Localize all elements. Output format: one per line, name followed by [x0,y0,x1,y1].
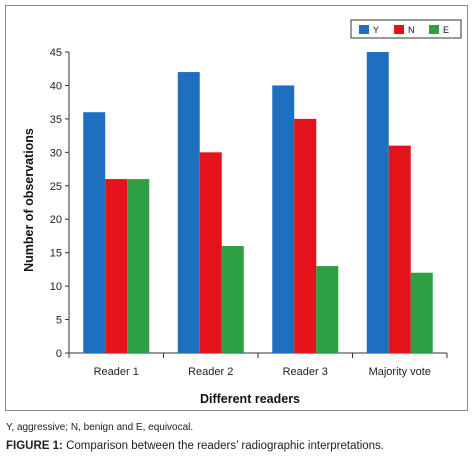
figure-caption: FIGURE 1: Comparison between the readers… [6,440,384,452]
y-tick-label: 20 [50,214,62,226]
y-tick-label: 35 [50,114,62,126]
bar-y-reader-2 [177,72,200,354]
x-tick-label: Majority vote [369,366,431,378]
bar-n-majority-vote [388,145,411,353]
x-tick-label: Reader 3 [283,366,328,378]
bar-n-reader-3 [294,118,317,353]
figure-caption-label: FIGURE 1: [6,440,63,452]
y-tick-label: 5 [56,315,62,327]
legend-label-y: Y [373,25,379,35]
bar-e-reader-2 [221,245,244,353]
y-tick-label: 30 [50,147,62,159]
bar-n-reader-1 [105,179,128,353]
legend-swatch-y [359,25,369,34]
bar-y-reader-1 [83,112,106,353]
chart-bars [83,52,433,354]
bar-y-reader-3 [272,85,295,353]
y-tick-label: 0 [56,348,62,360]
figure-note: Y, aggressive; N, benign and E, equivoca… [6,422,194,433]
bar-n-reader-2 [199,152,222,353]
y-tick-label: 45 [50,47,62,59]
y-axis-title: Number of observations [22,128,36,272]
bar-e-majority-vote [410,272,433,353]
x-tick-label: Reader 2 [188,366,233,378]
x-axis-title: Different readers [200,392,300,406]
y-tick-label: 25 [50,181,62,193]
y-tick-label: 15 [50,248,62,260]
y-tick-label: 40 [50,80,62,92]
legend-label-n: N [408,25,415,35]
legend-swatch-e [429,25,439,34]
bar-e-reader-3 [316,266,339,353]
figure-caption-text: Comparison between the readers’ radiogra… [62,440,384,452]
bar-e-reader-1 [127,179,150,353]
legend-swatch-n [394,25,404,34]
y-tick-label: 10 [50,281,62,293]
bar-y-majority-vote [366,52,389,353]
x-tick-label: Reader 1 [94,366,139,378]
bar-chart: 0 5 10 15 20 25 30 35 40 45 Reader 1 Reader 2 Reader… [22,19,462,406]
legend-label-e: E [443,25,449,35]
